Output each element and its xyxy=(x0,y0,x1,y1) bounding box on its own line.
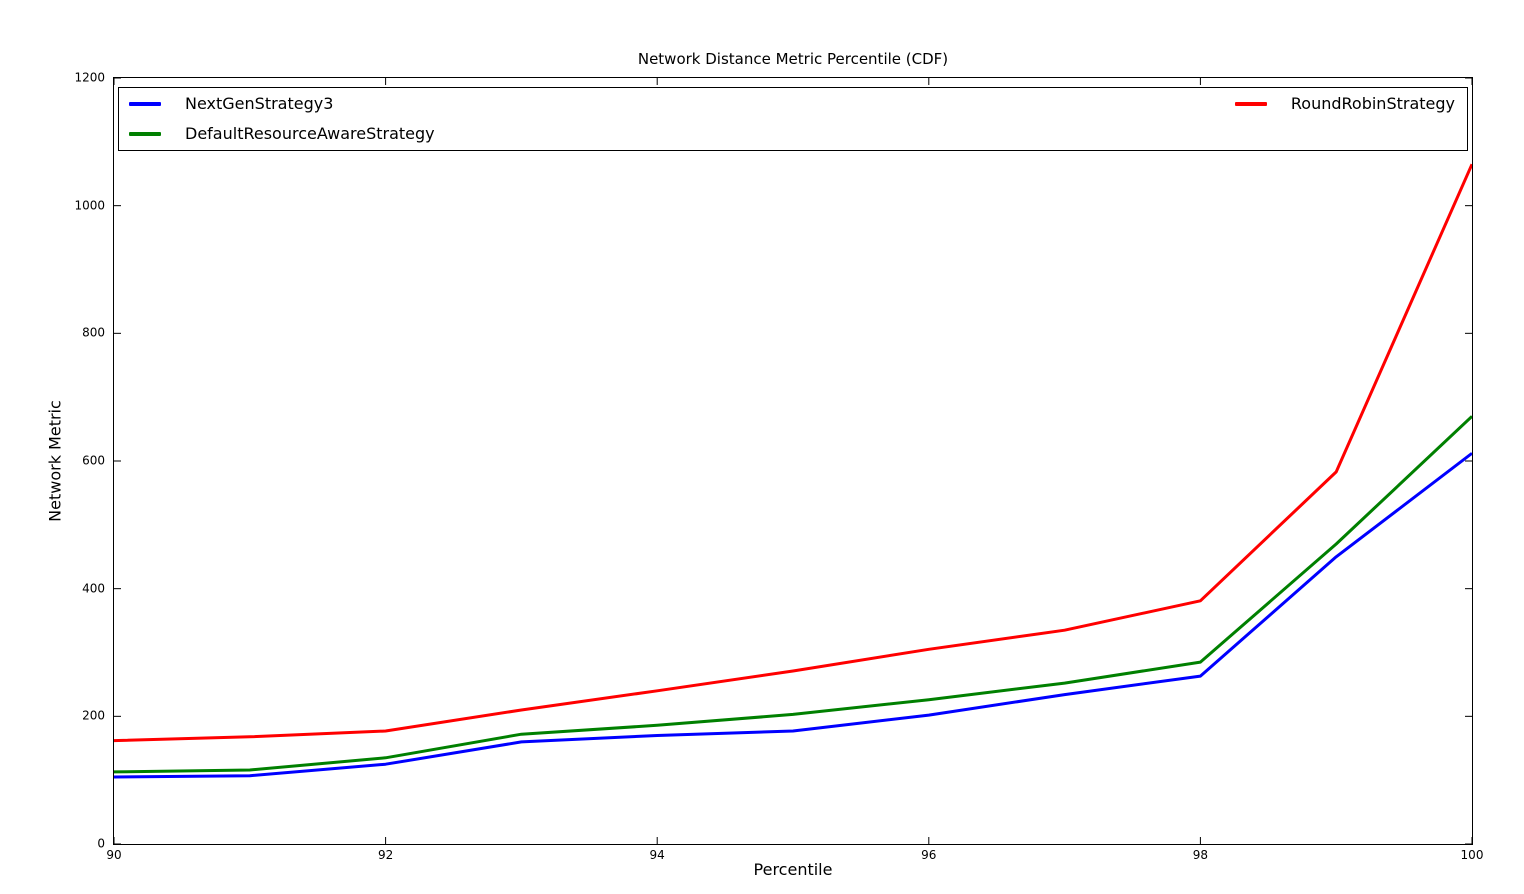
legend-item-nextgenstrategy3: NextGenStrategy3 xyxy=(129,89,435,119)
legend-column-right: RoundRobinStrategy xyxy=(1234,88,1467,150)
x-tick-label: 98 xyxy=(1192,848,1209,862)
legend-item-roundrobinstrategy: RoundRobinStrategy xyxy=(1234,89,1455,119)
y-tick-label: 600 xyxy=(82,453,105,468)
legend-swatch-red-line-icon xyxy=(1234,102,1267,106)
y-tick-label: 1200 xyxy=(74,70,105,85)
plot-canvas xyxy=(114,78,1472,844)
y-tick-label: 1000 xyxy=(74,198,105,213)
legend-item-defaultresourceawarestrategy: DefaultResourceAwareStrategy xyxy=(129,119,435,149)
legend-column-left: NextGenStrategy3 DefaultResourceAwareStr… xyxy=(119,88,435,150)
y-tick-label: 800 xyxy=(82,325,105,340)
y-tick-label: 200 xyxy=(82,708,105,723)
x-tick-label: 92 xyxy=(377,848,394,862)
legend-swatch-blue-line-icon xyxy=(129,102,161,106)
y-tick-label: 400 xyxy=(82,581,105,596)
legend-label: NextGenStrategy3 xyxy=(185,94,334,113)
legend: NextGenStrategy3 DefaultResourceAwareStr… xyxy=(118,87,1468,151)
x-tick-label: 100 xyxy=(1460,848,1484,862)
legend-swatch-green-line-icon xyxy=(129,132,161,136)
legend-label: RoundRobinStrategy xyxy=(1290,94,1455,113)
x-tick-label: 96 xyxy=(921,848,937,862)
series-line-DefaultResourceAwareStrategy xyxy=(114,415,1472,774)
x-tick-label: 90 xyxy=(106,848,122,862)
legend-label: DefaultResourceAwareStrategy xyxy=(185,124,435,143)
x-tick-label: 94 xyxy=(649,848,665,862)
y-tick-label: 0 xyxy=(97,836,105,851)
chart-title: Network Distance Metric Percentile (CDF) xyxy=(637,50,949,68)
series-line-NextGenStrategy3 xyxy=(114,452,1472,779)
series-line-RoundRobinStrategy xyxy=(114,163,1472,743)
plot-area: NextGenStrategy3 DefaultResourceAwareStr… xyxy=(113,77,1473,845)
x-axis-label: Percentile xyxy=(753,860,833,879)
